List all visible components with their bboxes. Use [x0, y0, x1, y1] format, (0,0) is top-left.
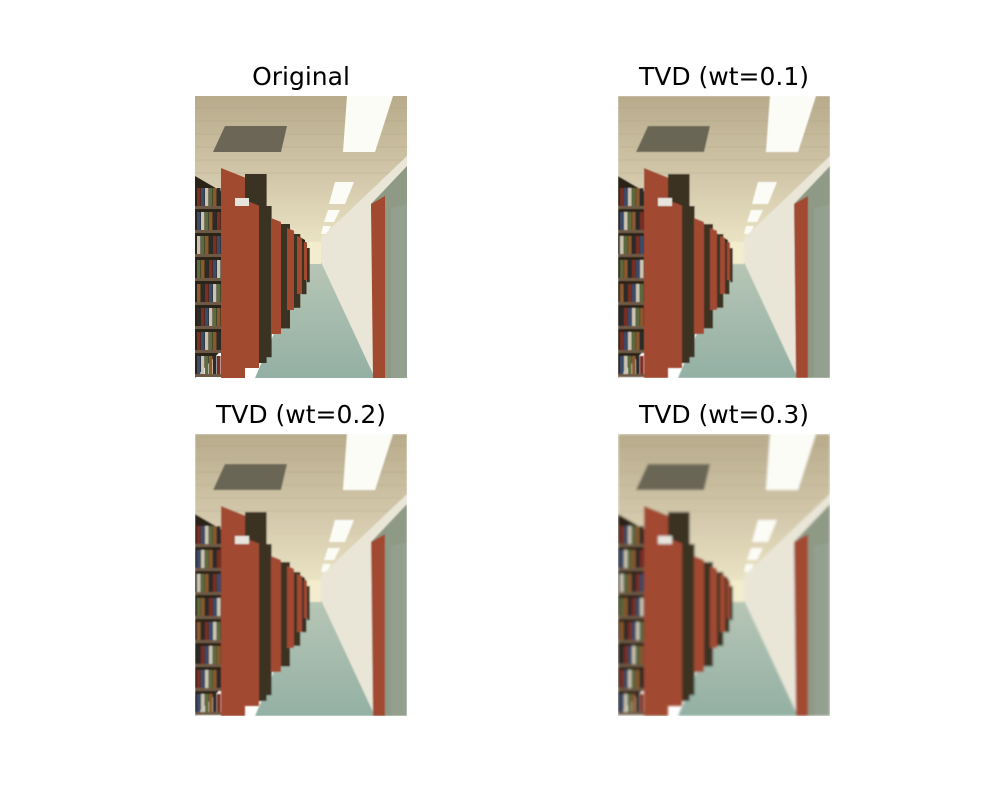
library-aisle-photo [195, 434, 407, 716]
library-aisle-photo [618, 434, 830, 716]
library-aisle-photo [618, 96, 830, 378]
panel-title: TVD (wt=0.1) [638, 62, 810, 91]
panel-title: Original [252, 62, 350, 91]
panel-title: TVD (wt=0.2) [215, 400, 387, 429]
library-aisle-photo [195, 96, 407, 378]
panel-title: TVD (wt=0.3) [638, 400, 810, 429]
